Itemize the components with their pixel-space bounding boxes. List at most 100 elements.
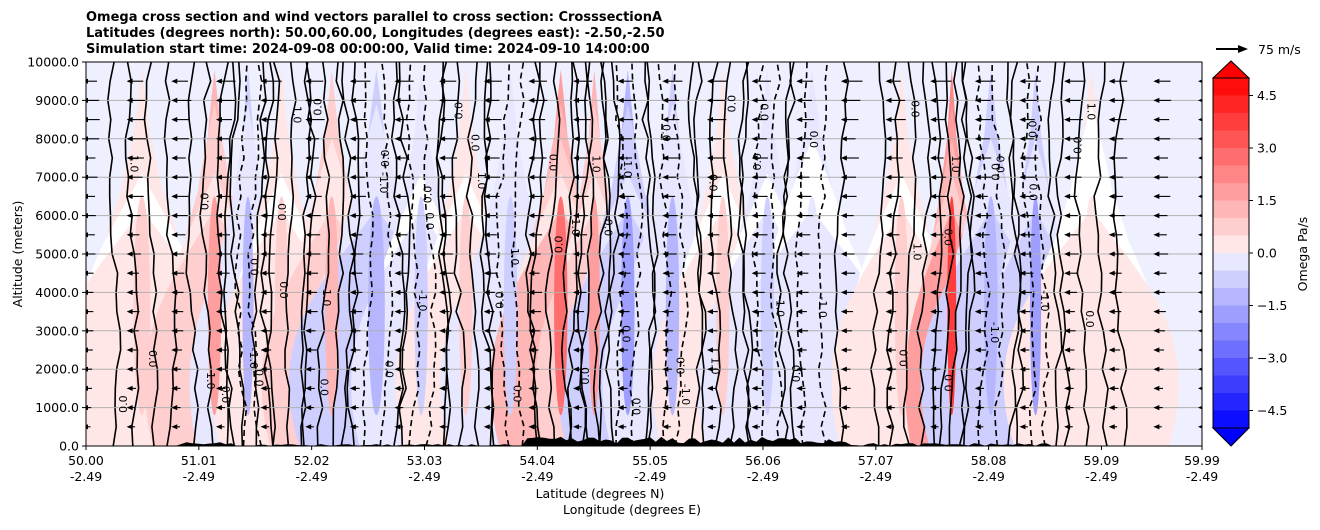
wind-vector-head bbox=[305, 117, 312, 123]
wind-vector-head bbox=[86, 385, 88, 391]
wind-vector-head bbox=[751, 405, 758, 411]
wind-vector-head bbox=[974, 232, 981, 238]
wind-vector-head bbox=[439, 251, 446, 257]
wind-vector-head bbox=[126, 289, 133, 295]
wind-vector-head bbox=[483, 193, 490, 199]
wind-vector-head bbox=[840, 405, 847, 411]
wind-vector-head bbox=[751, 328, 758, 334]
wind-vector-head bbox=[171, 289, 178, 295]
wind-vector-head bbox=[349, 136, 356, 142]
wind-vector-head bbox=[1108, 405, 1115, 411]
wind-vector-head bbox=[573, 174, 580, 180]
wind-vector-head bbox=[394, 270, 401, 276]
wind-vector-head bbox=[215, 347, 222, 353]
wind-vector-head bbox=[1108, 136, 1115, 142]
wind-vector-head bbox=[796, 78, 803, 84]
wind-vector-head bbox=[260, 251, 267, 257]
wind-vector-head bbox=[215, 424, 222, 430]
wind-vector-head bbox=[706, 405, 713, 411]
wind-vector-head bbox=[662, 136, 669, 142]
wind-vector-head bbox=[1153, 136, 1160, 142]
wind-vector-head bbox=[483, 78, 490, 84]
colorbar-extend-top bbox=[1211, 60, 1251, 79]
wind-vector-head bbox=[126, 136, 133, 142]
wind-vector-head bbox=[439, 78, 446, 84]
wind-vector-head bbox=[439, 270, 446, 276]
x-tick-label-latitude: 53.03 bbox=[407, 453, 443, 468]
colorbar-step bbox=[1213, 323, 1249, 341]
wind-vector-head bbox=[394, 405, 401, 411]
x-axis: 50.00-2.4951.01-2.4952.02-2.4953.03-2.49… bbox=[68, 446, 1220, 484]
colorbar-tick-label: −3.0 bbox=[1257, 351, 1287, 366]
wind-vector-head bbox=[573, 289, 580, 295]
wind-vector-head bbox=[706, 174, 713, 180]
wind-vector-head bbox=[930, 289, 937, 295]
wind-vector-head bbox=[171, 270, 178, 276]
chart-title-line-1: Omega cross section and wind vectors par… bbox=[86, 10, 662, 25]
wind-vector-head bbox=[394, 174, 401, 180]
wind-vector-head bbox=[662, 270, 669, 276]
x-tick-label-longitude: -2.49 bbox=[747, 469, 779, 484]
wind-vector-head bbox=[394, 193, 401, 199]
wind-vector-head bbox=[573, 232, 580, 238]
wind-vector-head bbox=[751, 251, 758, 257]
wind-vector-head bbox=[617, 405, 624, 411]
wind-vector-head bbox=[126, 309, 133, 315]
wind-vector-head bbox=[260, 270, 267, 276]
contour-label: 0.0 bbox=[993, 156, 1006, 174]
wind-vector-head bbox=[617, 366, 624, 372]
wind-vector-head bbox=[751, 78, 758, 84]
wind-vector-head bbox=[573, 97, 580, 103]
wind-vector-head bbox=[1153, 97, 1160, 103]
wind-vector-head bbox=[885, 405, 892, 411]
y-tick-label: 5000.0 bbox=[35, 247, 79, 262]
omega-core bbox=[368, 196, 385, 416]
wind-vector-head bbox=[528, 174, 535, 180]
wind-vector-head bbox=[260, 347, 267, 353]
contour-label: 1.0 bbox=[1085, 103, 1098, 121]
wind-vector-head bbox=[885, 213, 892, 219]
wind-vector-head bbox=[885, 136, 892, 142]
wind-vector-head bbox=[483, 251, 490, 257]
wind-vector-head bbox=[1108, 251, 1115, 257]
wind-vector-head bbox=[260, 155, 267, 161]
wind-vector-head bbox=[885, 347, 892, 353]
contour-label: -1.0 bbox=[816, 296, 829, 317]
wind-vector-head bbox=[528, 385, 535, 391]
wind-vector-head bbox=[751, 385, 758, 391]
wind-vector-head bbox=[349, 251, 356, 257]
y-axis: 0.0 1000.0 2000.0 3000.0 4000.0 5000.0 6000.0 7… bbox=[27, 55, 86, 454]
x-tick-label-longitude: -2.49 bbox=[408, 469, 440, 484]
x-tick-label-latitude: 57.07 bbox=[858, 453, 894, 468]
wind-vector-head bbox=[706, 270, 713, 276]
wind-vector-head bbox=[840, 117, 847, 123]
colorbar-step bbox=[1213, 288, 1249, 306]
wind-vector-head bbox=[528, 424, 535, 430]
wind-vector-head bbox=[885, 385, 892, 391]
x-tick-label-longitude: -2.49 bbox=[70, 469, 102, 484]
x-tick-label-latitude: 56.06 bbox=[745, 453, 781, 468]
wind-vector-head bbox=[394, 385, 401, 391]
wind-vector-head bbox=[751, 232, 758, 238]
wind-vector-head bbox=[394, 309, 401, 315]
wind-vector-head bbox=[171, 213, 178, 219]
wind-vector-head bbox=[751, 347, 758, 353]
wind-vector-head bbox=[974, 155, 981, 161]
wind-vector-head bbox=[215, 193, 222, 199]
wind-vector-head bbox=[796, 385, 803, 391]
wind-vector-head bbox=[706, 424, 713, 430]
wind-vector-head bbox=[305, 289, 312, 295]
y-tick-label: 0.0 bbox=[59, 439, 79, 454]
contour-label: -1.0 bbox=[621, 156, 634, 177]
y-tick-label: 6000.0 bbox=[35, 208, 79, 223]
wind-vector-head bbox=[796, 328, 803, 334]
contour-label: -1.0 bbox=[988, 322, 1001, 343]
y-tick-label: 4000.0 bbox=[35, 285, 79, 300]
wind-vector-head bbox=[483, 270, 490, 276]
wind-vector-head bbox=[706, 289, 713, 295]
wind-vector-head bbox=[483, 232, 490, 238]
wind-vector-head bbox=[1198, 348, 1202, 352]
contour-label: -1.0 bbox=[247, 348, 260, 369]
wind-vector-head bbox=[840, 328, 847, 334]
wind-vector-head bbox=[305, 366, 312, 372]
